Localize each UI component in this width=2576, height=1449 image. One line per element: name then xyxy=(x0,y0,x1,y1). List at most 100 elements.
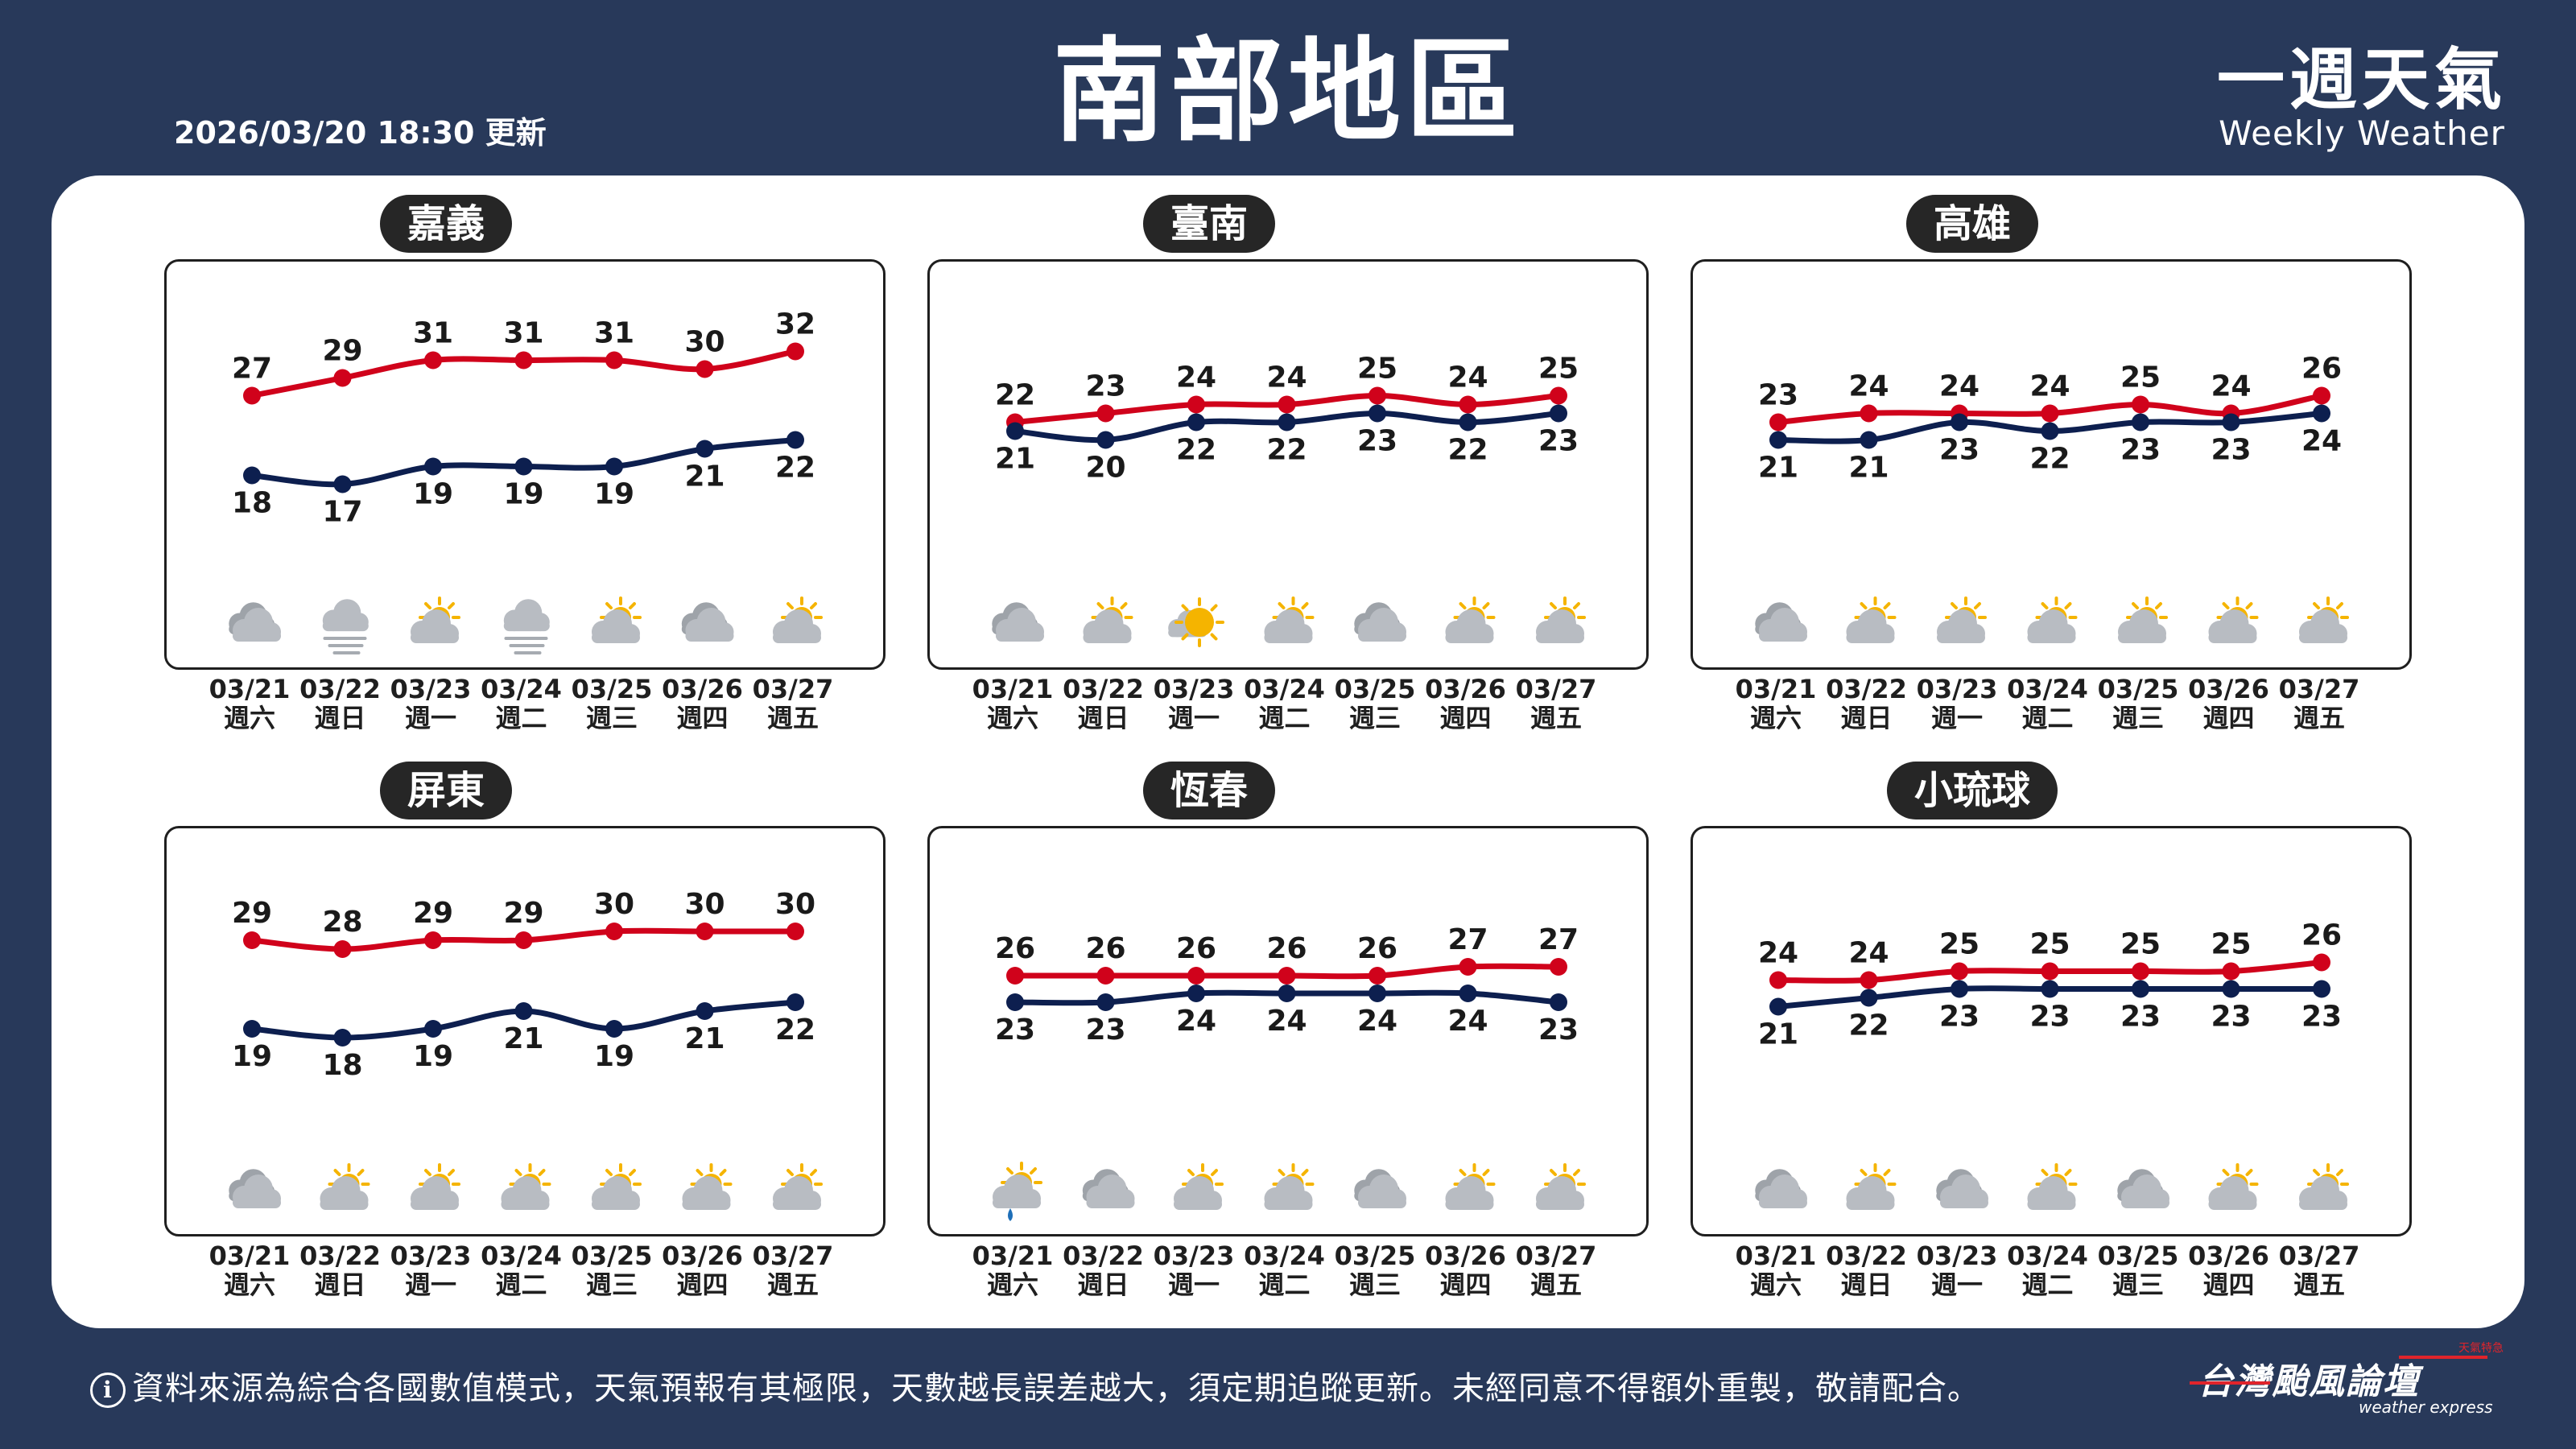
low-temp-label: 22 xyxy=(1266,434,1307,467)
partly-sunny-icon xyxy=(2208,597,2259,643)
partly-sunny-icon xyxy=(682,1163,733,1210)
day-label: 03/21 週六 xyxy=(201,1241,298,1299)
partly-sunny-icon xyxy=(1937,597,1987,643)
page-title: 南部地區 xyxy=(1052,27,1523,158)
high-temp-label: 25 xyxy=(2029,928,2070,961)
weekday-label: 週六 xyxy=(223,1269,275,1300)
day-label: 03/26 週四 xyxy=(1418,1241,1514,1299)
city-title: 嘉義 xyxy=(379,195,513,253)
high-temp-label: 29 xyxy=(232,897,272,930)
low-temp-label: 24 xyxy=(1447,1005,1488,1038)
date-label: 03/21 xyxy=(972,674,1054,704)
date-label: 03/26 xyxy=(662,1241,743,1271)
low-temp-label: 23 xyxy=(2120,434,2161,467)
weekday-label: 週一 xyxy=(404,1269,456,1300)
temperature-chart-svg: 29 28 29 29 30 30 30 19 18 19 21 19 21 22 xyxy=(229,888,823,1210)
cloudy-icon xyxy=(2117,1169,2169,1208)
high-temp-point xyxy=(424,351,442,369)
partly-sunny-icon xyxy=(1846,597,1897,643)
date-label: 03/21 xyxy=(972,1241,1054,1271)
weekday-label: 週二 xyxy=(1258,1269,1311,1300)
day-label: 03/22 週日 xyxy=(1055,675,1152,733)
low-temp-label: 23 xyxy=(1538,1013,1579,1046)
day-label: 03/23 週一 xyxy=(1146,675,1242,733)
date-label: 03/22 xyxy=(299,674,381,704)
low-temp-point xyxy=(1459,985,1477,1002)
day-label: 03/27 週五 xyxy=(745,1241,841,1299)
low-temp-point xyxy=(605,457,623,476)
low-temp-label: 18 xyxy=(322,1049,362,1082)
city-title: 恆春 xyxy=(1142,762,1276,819)
day-label: 03/24 週二 xyxy=(1236,1241,1333,1299)
date-label: 03/25 xyxy=(2097,1241,2179,1271)
city-panel-xiaoliuqiu: 小琉球 24 24 25 25 25 25 26 21 22 23 23 23 23 23 03/21 週六 03… xyxy=(1578,742,2412,1306)
low-temp-point xyxy=(1006,422,1024,440)
low-temp-label: 19 xyxy=(594,478,634,511)
weekday-label: 週四 xyxy=(1439,1269,1492,1300)
day-label: 03/22 週日 xyxy=(292,675,389,733)
fog-icon xyxy=(322,599,369,654)
low-temp-point xyxy=(786,993,804,1011)
city-panel-kaohsiung: 高雄 23 24 24 24 25 24 26 21 21 23 22 23 23 24 03/21 週六 03/… xyxy=(1578,175,2412,739)
weekday-label: 週二 xyxy=(1258,703,1311,733)
low-temp-point xyxy=(514,457,533,476)
day-label: 03/25 週三 xyxy=(2090,675,2186,733)
day-label: 03/24 週二 xyxy=(1236,675,1333,733)
date-label: 03/26 xyxy=(1425,1241,1506,1271)
logo-subtitle: weather express xyxy=(2359,1397,2493,1417)
fog-icon xyxy=(503,599,550,654)
weekday-label: 週一 xyxy=(404,703,456,733)
high-temp-point xyxy=(243,386,261,405)
weekday-label: 週三 xyxy=(2112,1269,2164,1300)
low-temp-label: 21 xyxy=(684,460,724,493)
date-label: 03/21 xyxy=(208,674,291,704)
day-label: 03/25 週三 xyxy=(1327,1241,1423,1299)
low-temp-label: 23 xyxy=(2211,434,2251,467)
weekday-label: 週三 xyxy=(585,703,638,733)
cloudy-icon xyxy=(1354,1169,1406,1208)
low-temp-label: 19 xyxy=(413,1040,453,1073)
low-temp-label: 21 xyxy=(1848,452,1889,485)
high-temp-label: 26 xyxy=(2301,919,2342,952)
day-label: 03/27 週五 xyxy=(745,675,841,733)
high-temp-label: 30 xyxy=(594,888,634,921)
low-temp-point xyxy=(1951,980,1968,998)
high-temp-label: 25 xyxy=(2211,928,2251,961)
high-temp-label: 32 xyxy=(775,308,815,341)
day-label: 03/26 週四 xyxy=(654,675,751,733)
date-label: 03/27 xyxy=(2278,1241,2360,1271)
weekday-label: 週一 xyxy=(1930,1269,1983,1300)
weekday-label: 週三 xyxy=(1348,1269,1401,1300)
low-temp-point xyxy=(1459,413,1477,431)
partly-sunny-icon xyxy=(1264,1163,1315,1210)
high-temp-label: 26 xyxy=(995,932,1035,965)
brand-title-en: Weekly Weather xyxy=(2219,114,2505,153)
partly-sunny-icon xyxy=(2299,597,2349,643)
low-temp-label: 23 xyxy=(1538,425,1579,458)
low-temp-point xyxy=(2313,980,2330,998)
day-label: 03/24 週二 xyxy=(2000,675,2096,733)
info-icon: i xyxy=(90,1373,126,1408)
date-label: 03/25 xyxy=(2097,674,2179,704)
date-label: 03/23 xyxy=(1153,1241,1235,1271)
high-temp-point xyxy=(1278,967,1296,985)
high-temp-label: 24 xyxy=(2211,370,2251,403)
weekday-label: 週六 xyxy=(1749,703,1802,733)
low-temp-point xyxy=(1096,431,1115,449)
low-temp-point xyxy=(243,1020,261,1038)
low-temp-point xyxy=(1187,985,1205,1002)
high-temp-label: 24 xyxy=(1176,361,1216,394)
weekday-label: 週三 xyxy=(1348,703,1401,733)
date-label: 03/26 xyxy=(1425,674,1506,704)
high-temp-label: 25 xyxy=(2120,928,2161,961)
high-temp-label: 26 xyxy=(2301,353,2342,386)
date-label: 03/22 xyxy=(1063,674,1144,704)
day-label: 03/23 週一 xyxy=(1909,1241,2005,1299)
high-temp-label: 22 xyxy=(995,379,1035,412)
low-temp-label: 24 xyxy=(1357,1005,1397,1038)
temperature-chart: 29 28 29 29 30 30 30 19 18 19 21 19 21 22 xyxy=(164,826,886,1236)
low-temp-label: 22 xyxy=(1176,434,1216,467)
day-label: 03/24 週二 xyxy=(473,675,570,733)
partly-sunny-icon xyxy=(773,1163,823,1210)
date-label: 03/23 xyxy=(390,674,472,704)
